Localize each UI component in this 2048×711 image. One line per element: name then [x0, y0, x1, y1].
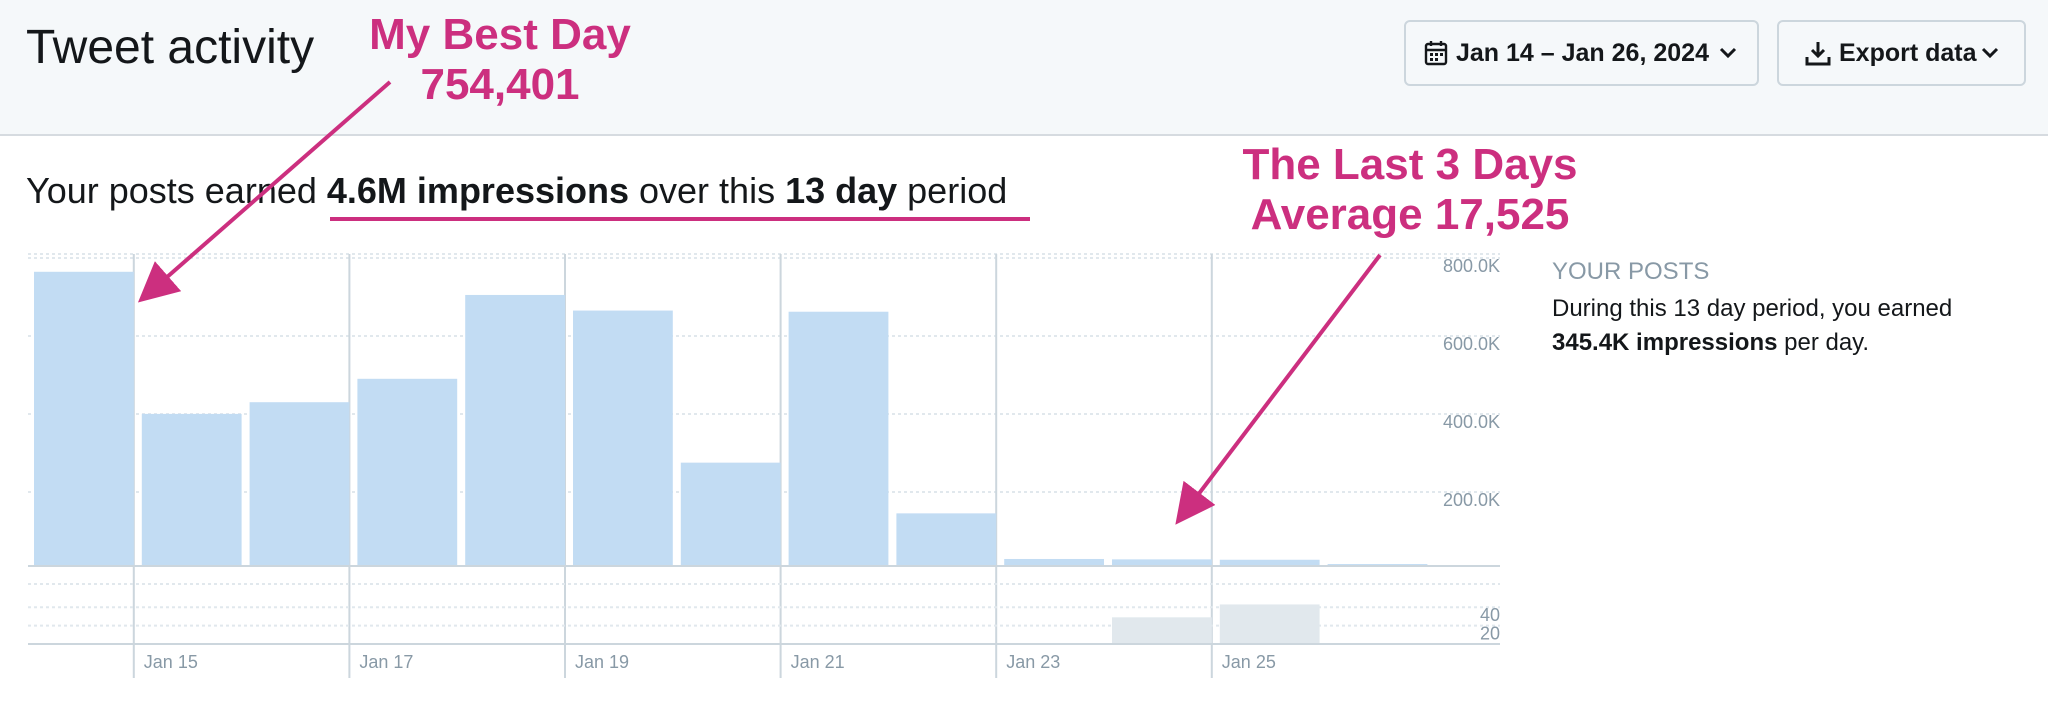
summary-suffix: period	[897, 170, 1008, 211]
sidebar-heading: YOUR POSTS	[1552, 258, 1710, 285]
bar	[788, 311, 889, 566]
x-tick-label: Jan 25	[1222, 652, 1276, 672]
best-day-annotation: My Best Day 754,401	[340, 10, 660, 110]
date-range-label: Jan 14 – Jan 26, 2024	[1456, 38, 1709, 67]
date-range-button[interactable]: Jan 14 – Jan 26, 2024	[1404, 20, 1759, 86]
x-tick-label: Jan 21	[791, 652, 845, 672]
bar	[680, 462, 781, 566]
x-tick-label: Jan 15	[144, 652, 198, 672]
y2-tick-label: 20	[1480, 624, 1500, 644]
export-data-button[interactable]: Export data	[1777, 20, 2026, 86]
sidebar-text-bold: 345.4K impressions	[1552, 329, 1778, 356]
sidebar-text: During this 13 day period, you earned 345…	[1552, 292, 2002, 360]
chevron-down-icon	[1981, 47, 1998, 59]
x-tick-label: Jan 23	[1006, 652, 1060, 672]
best-day-value: 754,401	[420, 60, 580, 109]
calendar-icon	[1424, 41, 1448, 66]
y-tick-label: 800.0K	[1443, 256, 1500, 276]
secondary-bar	[1219, 604, 1320, 644]
secondary-bar	[1112, 617, 1212, 644]
best-day-title: My Best Day	[369, 10, 631, 59]
bar	[896, 513, 997, 566]
bar	[573, 310, 673, 566]
export-data-label: Export data	[1839, 38, 1977, 67]
bar	[1112, 559, 1212, 566]
bar	[1004, 558, 1104, 566]
summary-impressions: 4.6M impressions	[326, 170, 630, 211]
last-days-value: Average 17,525	[1250, 190, 1570, 239]
summary-prefix: Your posts earned	[26, 170, 327, 211]
last-days-annotation: The Last 3 Days Average 17,525	[1200, 140, 1620, 240]
bar	[465, 294, 565, 566]
y-tick-label: 400.0K	[1443, 412, 1500, 432]
download-icon	[1805, 42, 1831, 66]
summary-middle: over this	[629, 170, 786, 211]
sidebar-text-prefix: During this 13 day period, you earned	[1552, 295, 1953, 322]
bar	[34, 271, 134, 566]
y-tick-label: 200.0K	[1443, 490, 1500, 510]
bar	[357, 378, 458, 566]
sidebar-text-suffix: per day.	[1777, 329, 1870, 356]
x-tick-label: Jan 19	[575, 652, 629, 672]
bar	[249, 402, 350, 566]
last-days-title: The Last 3 Days	[1242, 140, 1578, 189]
impressions-summary: Your posts earned 4.6M impressions over …	[26, 170, 1007, 212]
y2-tick-label: 40	[1480, 605, 1500, 625]
summary-period: 13 day	[785, 170, 898, 211]
bar	[1219, 559, 1320, 566]
y-tick-label: 600.0K	[1443, 334, 1500, 354]
chevron-down-icon	[1719, 47, 1737, 59]
page-title: Tweet activity	[26, 21, 315, 74]
bar	[141, 413, 242, 566]
header-bar: Tweet activity Jan 14 – Jan 26, 2024 Exp…	[0, 0, 2048, 136]
x-tick-label: Jan 17	[359, 652, 413, 672]
